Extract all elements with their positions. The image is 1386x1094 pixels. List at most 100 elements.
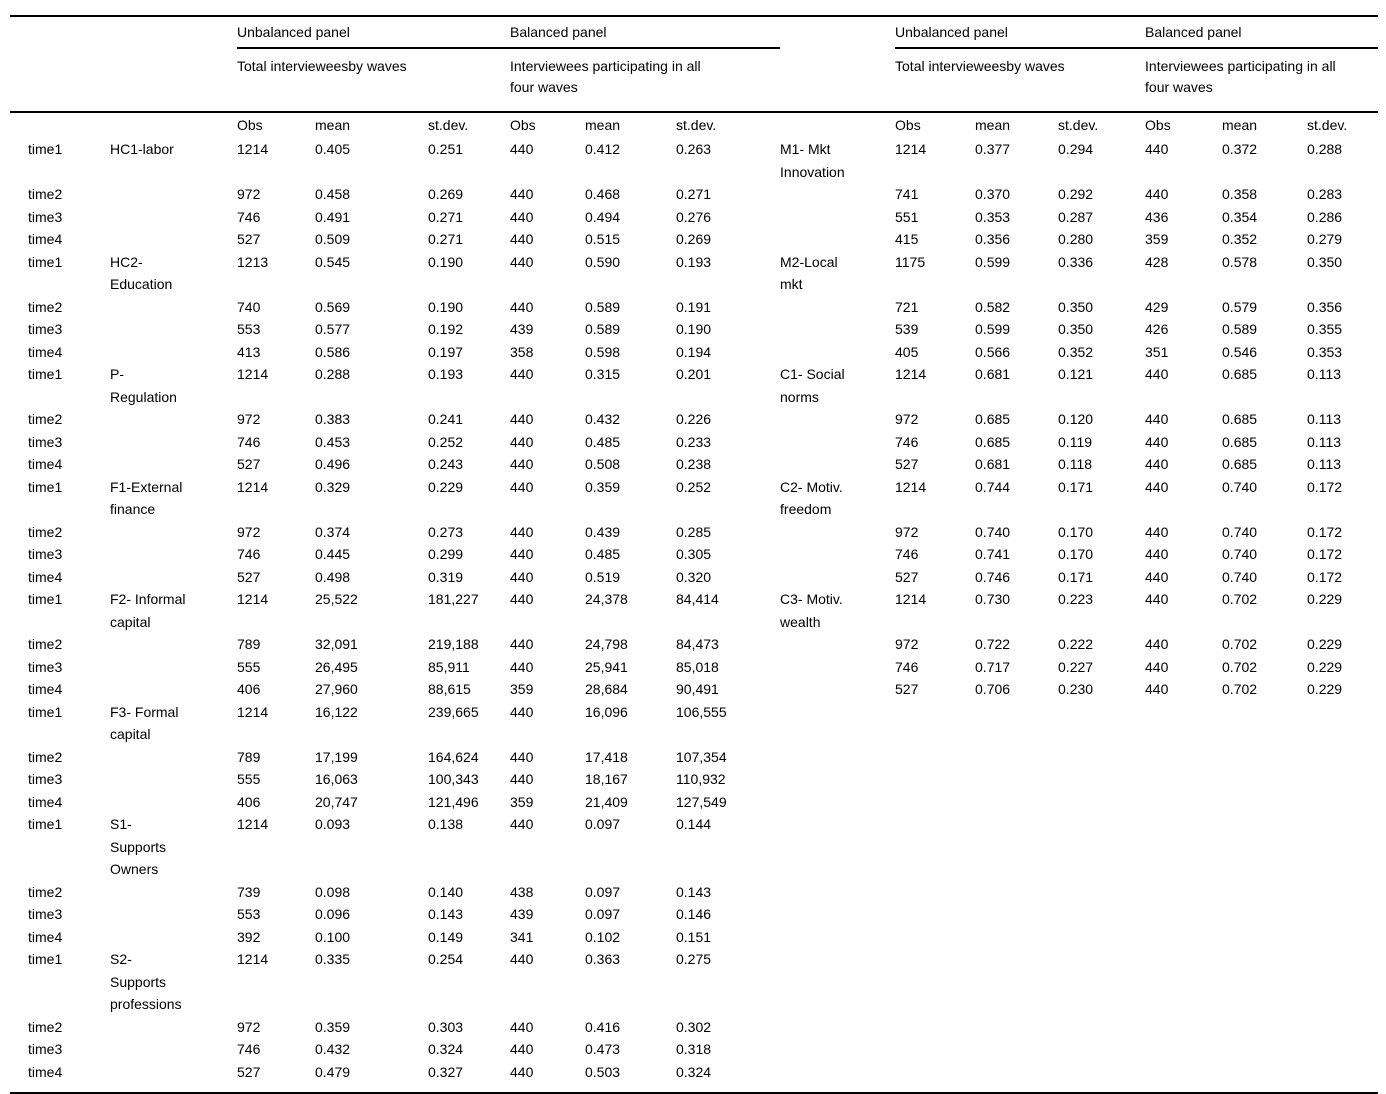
mean-value [975, 903, 1058, 926]
mean-value: 0.681 [975, 456, 1011, 472]
obs-value [1145, 948, 1222, 1016]
obs-value: 341 [510, 928, 534, 945]
obs-value [1145, 903, 1222, 926]
stdev-value: 0.171 [1058, 568, 1094, 585]
stdev-value: 0.319 [428, 568, 464, 585]
mean-value: 16,096 [585, 703, 628, 720]
obs-value: 746 [237, 208, 261, 225]
mean-value [1222, 768, 1307, 791]
stdev-value: 0.279 [1307, 231, 1343, 247]
mean-value: 0.416 [585, 1018, 621, 1035]
mean-value: 20,747 [315, 793, 358, 810]
mean-value: 0.740 [1222, 478, 1258, 495]
mean-value: 0.586 [315, 343, 351, 360]
stdev-value: 0.170 [1058, 523, 1094, 540]
balanced-panel-header-left: Balanced panel [510, 16, 781, 49]
mean-value: 21,409 [585, 793, 628, 810]
stdev-value: 0.143 [676, 883, 712, 900]
mean-value: 0.681 [975, 366, 1011, 382]
stdev-value: 85,018 [676, 658, 719, 675]
table-row: time4 527 0.496 0.243 440 0.508 0.238 52… [10, 453, 1378, 476]
mean-value [1222, 791, 1307, 814]
mean-value: 0.515 [585, 231, 621, 247]
stdev-value: 0.144 [676, 816, 712, 832]
obs-value: 539 [895, 321, 919, 337]
mean-value: 0.702 [1222, 658, 1258, 675]
table-row: time3 555 26,495 85,911 440 25,941 85,01… [10, 656, 1378, 679]
stdev-value: 0.294 [1058, 141, 1094, 157]
obs-value: 440 [510, 231, 534, 247]
obs-value: 746 [895, 433, 919, 450]
stdev-value: 0.190 [428, 298, 464, 315]
mean-value: 32,091 [315, 636, 358, 652]
mean-value: 0.589 [585, 321, 621, 337]
stdev-value: 0.193 [428, 366, 464, 382]
obs-value: 440 [510, 298, 534, 315]
obs-value [1145, 1016, 1222, 1039]
table-row: time1 S1- Supports Owners 1214 0.093 0.1… [10, 813, 1378, 881]
mean-value: 0.546 [1222, 343, 1258, 360]
time-label: time3 [28, 546, 63, 562]
obs-value [895, 1038, 975, 1061]
time-label: time4 [28, 456, 63, 472]
obs-value: 440 [510, 411, 534, 427]
stdev-value: 0.201 [676, 366, 712, 382]
mean-value: 0.722 [975, 636, 1011, 652]
mean-value: 18,167 [585, 771, 628, 787]
time-label: time3 [28, 1041, 63, 1057]
variable-label-right [780, 768, 895, 791]
stdev-value [1307, 1038, 1378, 1061]
stdev-value: 0.113 [1307, 433, 1342, 450]
mean-value: 0.685 [975, 433, 1011, 450]
mean-value [975, 791, 1058, 814]
obs-value: 527 [895, 681, 919, 697]
mean-value [975, 926, 1058, 949]
stdev-value [1307, 948, 1378, 1016]
stdev-value: 0.271 [676, 186, 712, 202]
mean-value: 0.519 [585, 568, 621, 585]
obs-value: 438 [510, 883, 534, 900]
table-row: time4 406 20,747 121,496 359 21,409 127,… [10, 791, 1378, 814]
obs-value: 440 [510, 366, 534, 382]
obs-value: 392 [237, 928, 261, 945]
variable-label-right [780, 791, 895, 814]
mean-value: 27,960 [315, 681, 358, 697]
variable-label-right [780, 678, 895, 701]
obs-value: 440 [510, 658, 534, 675]
stdev-value: 0.113 [1307, 366, 1342, 382]
variable-label-left [110, 1016, 237, 1039]
stdev-value: 0.118 [1058, 456, 1093, 472]
obs-value: 1214 [895, 478, 927, 495]
stdev-value: 0.252 [676, 478, 712, 495]
stdev-value: 0.229 [428, 478, 464, 495]
stdev-value: 0.146 [676, 906, 712, 922]
variable-label-right [780, 228, 895, 251]
mean-value [1222, 903, 1307, 926]
stdev-value: 0.171 [1058, 478, 1094, 495]
variable-label-right: C1- Social norms [780, 366, 845, 405]
stdev-value: 239,665 [428, 703, 479, 720]
mean-value: 0.439 [585, 523, 621, 540]
table-row: time4 392 0.100 0.149 341 0.102 0.151 [10, 926, 1378, 949]
stdev-value [1307, 768, 1378, 791]
stdev-value [1307, 926, 1378, 949]
obs-value: 972 [237, 186, 261, 202]
obs-value: 359 [1145, 231, 1169, 247]
stdev-value: 88,615 [428, 681, 471, 697]
stdev-value [1058, 746, 1145, 769]
obs-value: 358 [510, 343, 534, 360]
table-row: time2 972 0.383 0.241 440 0.432 0.226 97… [10, 408, 1378, 431]
obs-value: 789 [237, 748, 261, 765]
mean-value: 0.374 [315, 523, 351, 540]
variable-label-right [780, 206, 895, 229]
header-spacer [780, 48, 895, 112]
mean-value: 26,495 [315, 658, 358, 675]
mean-value: 0.599 [975, 321, 1011, 337]
time-label: time1 [28, 703, 63, 720]
obs-value: 440 [1145, 456, 1169, 472]
obs-value: 359 [510, 793, 534, 810]
stdev-value: 0.269 [676, 231, 712, 247]
mean-value: 0.566 [975, 343, 1011, 360]
mean-value: 0.377 [975, 141, 1011, 157]
time-label: time4 [28, 568, 63, 585]
